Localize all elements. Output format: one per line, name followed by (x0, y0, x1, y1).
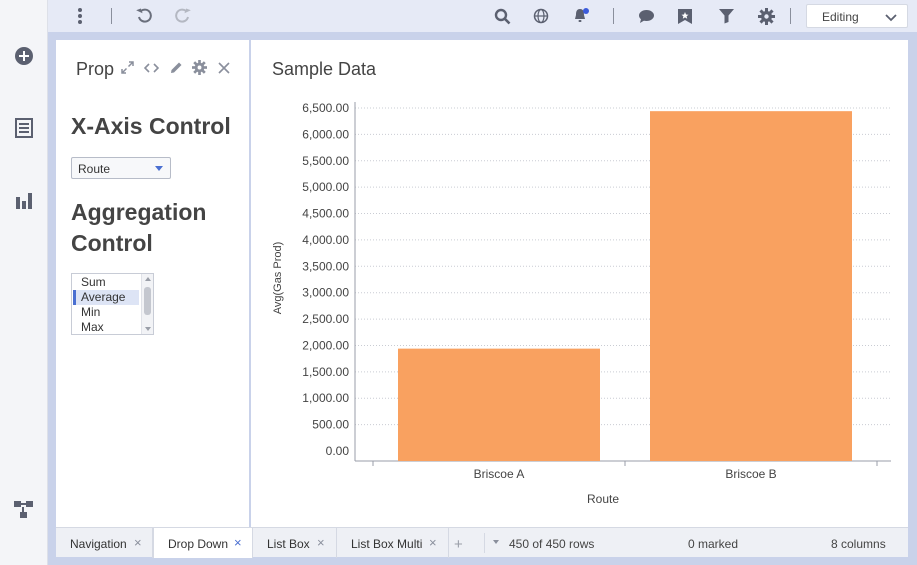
close-icon[interactable] (216, 60, 231, 75)
bar-briscoe-b[interactable] (650, 111, 852, 462)
add-tab-icon[interactable]: + (454, 536, 463, 553)
aggregation-listbox[interactable]: Sum Average Min Max (71, 273, 154, 335)
mode-select-label: Editing (822, 10, 859, 24)
y-tick-label: 5,000.00 (302, 180, 349, 194)
scroll-up-icon[interactable] (145, 277, 151, 281)
y-tick-label: 3,500.00 (302, 259, 349, 273)
tab-list-box-multi[interactable]: List Box Multi × (337, 528, 449, 558)
y-tick-label: 4,000.00 (302, 233, 349, 247)
scroll-down-icon[interactable] (145, 327, 151, 331)
maximize-icon[interactable] (120, 60, 135, 75)
y-tick-label: 4,500.00 (302, 207, 349, 221)
scroll-thumb[interactable] (144, 287, 151, 315)
y-tick-label: 1,000.00 (302, 391, 349, 405)
panel-title: Properties (76, 59, 114, 79)
bar-briscoe-a[interactable] (398, 348, 600, 461)
close-icon[interactable]: × (134, 535, 142, 550)
data-flow-icon[interactable] (12, 497, 36, 521)
tab-label: List Box Multi (351, 537, 423, 551)
aggregation-control-heading: Aggregation Control (71, 199, 207, 256)
edit-icon[interactable] (168, 60, 183, 75)
y-tick-label: 6,500.00 (302, 101, 349, 115)
column-count-status: 8 columns (831, 537, 886, 551)
toolbar-separator (613, 8, 614, 24)
data-table-icon[interactable] (12, 116, 36, 140)
tab-label: Navigation (70, 537, 127, 551)
y-tick-label: 3,000.00 (302, 286, 349, 300)
globe-icon[interactable] (531, 6, 551, 26)
toolbar-separator (790, 8, 791, 24)
tab-list-box[interactable]: List Box × (253, 528, 337, 558)
close-icon[interactable]: × (429, 535, 437, 550)
tab-navigation[interactable]: Navigation × (56, 528, 153, 558)
bar-chart-icon[interactable] (12, 188, 36, 212)
text-area-panel: Properties X-Axis Control Route Aggregat… (56, 40, 249, 527)
page-tab-bar: Navigation × Drop Down × List Box × List… (56, 527, 908, 558)
y-axis-label[interactable]: Avg(Gas Prod) (272, 242, 284, 315)
caret-down-icon (155, 166, 163, 171)
redo-icon[interactable] (173, 6, 193, 26)
y-tick-label: 0.00 (326, 444, 350, 458)
mode-select[interactable]: Editing (806, 4, 908, 28)
bar-chart-visualization: Sample Data 0.00 500.00 1,000.00 1,500.00 2,… (251, 40, 908, 527)
add-circle-icon[interactable] (12, 44, 36, 68)
close-icon[interactable]: × (317, 535, 325, 550)
listbox-item-max[interactable]: Max (81, 320, 104, 334)
y-tick-label: 5,500.00 (302, 154, 349, 168)
x-tick-label: Briscoe B (725, 467, 776, 481)
y-tick-label: 2,500.00 (302, 312, 349, 326)
chevron-down-icon (885, 11, 897, 25)
bookmark-icon[interactable] (675, 6, 695, 26)
tab-drop-down[interactable]: Drop Down × (153, 528, 253, 558)
marked-status: 0 marked (688, 537, 739, 551)
listbox-item-average[interactable]: Average (73, 290, 139, 305)
search-icon[interactable] (492, 6, 512, 26)
comment-icon[interactable] (636, 6, 656, 26)
tab-label: List Box (267, 537, 310, 551)
viz-title: Sample Data (272, 59, 377, 79)
listbox-item-sum[interactable]: Sum (81, 275, 106, 289)
tab-separator (484, 533, 485, 553)
toolbar-separator (111, 8, 112, 24)
close-icon[interactable]: × (234, 535, 242, 550)
x-tick-label: Briscoe A (474, 467, 525, 481)
xaxis-dropdown[interactable]: Route (71, 157, 171, 179)
more-vert-icon[interactable] (70, 6, 90, 26)
y-tick-label: 2,000.00 (302, 338, 349, 352)
row-count-status: 450 of 450 rows (509, 537, 595, 551)
x-axis-label[interactable]: Route (587, 492, 619, 506)
y-tick-label: 1,500.00 (302, 365, 349, 379)
tab-label: Drop Down (168, 537, 229, 551)
settings-icon[interactable] (192, 60, 207, 75)
xaxis-dropdown-value: Route (78, 162, 111, 176)
xaxis-control-heading: X-Axis Control (71, 113, 231, 139)
code-icon[interactable] (144, 60, 159, 75)
listbox-scrollbar[interactable] (141, 274, 153, 334)
filter-icon[interactable] (716, 6, 736, 26)
settings-icon[interactable] (756, 6, 776, 26)
status-caret-icon[interactable] (493, 540, 499, 544)
y-tick-label: 500.00 (312, 418, 349, 432)
listbox-item-min[interactable]: Min (81, 305, 101, 319)
undo-icon[interactable] (134, 6, 154, 26)
bar-chart: 0.00 500.00 1,000.00 1,500.00 2,000.00 2,500.… (272, 101, 891, 506)
y-tick-label: 6,000.00 (302, 127, 349, 141)
left-rail (0, 0, 48, 565)
notifications-icon[interactable] (571, 6, 591, 26)
top-toolbar: Editing (48, 0, 917, 32)
